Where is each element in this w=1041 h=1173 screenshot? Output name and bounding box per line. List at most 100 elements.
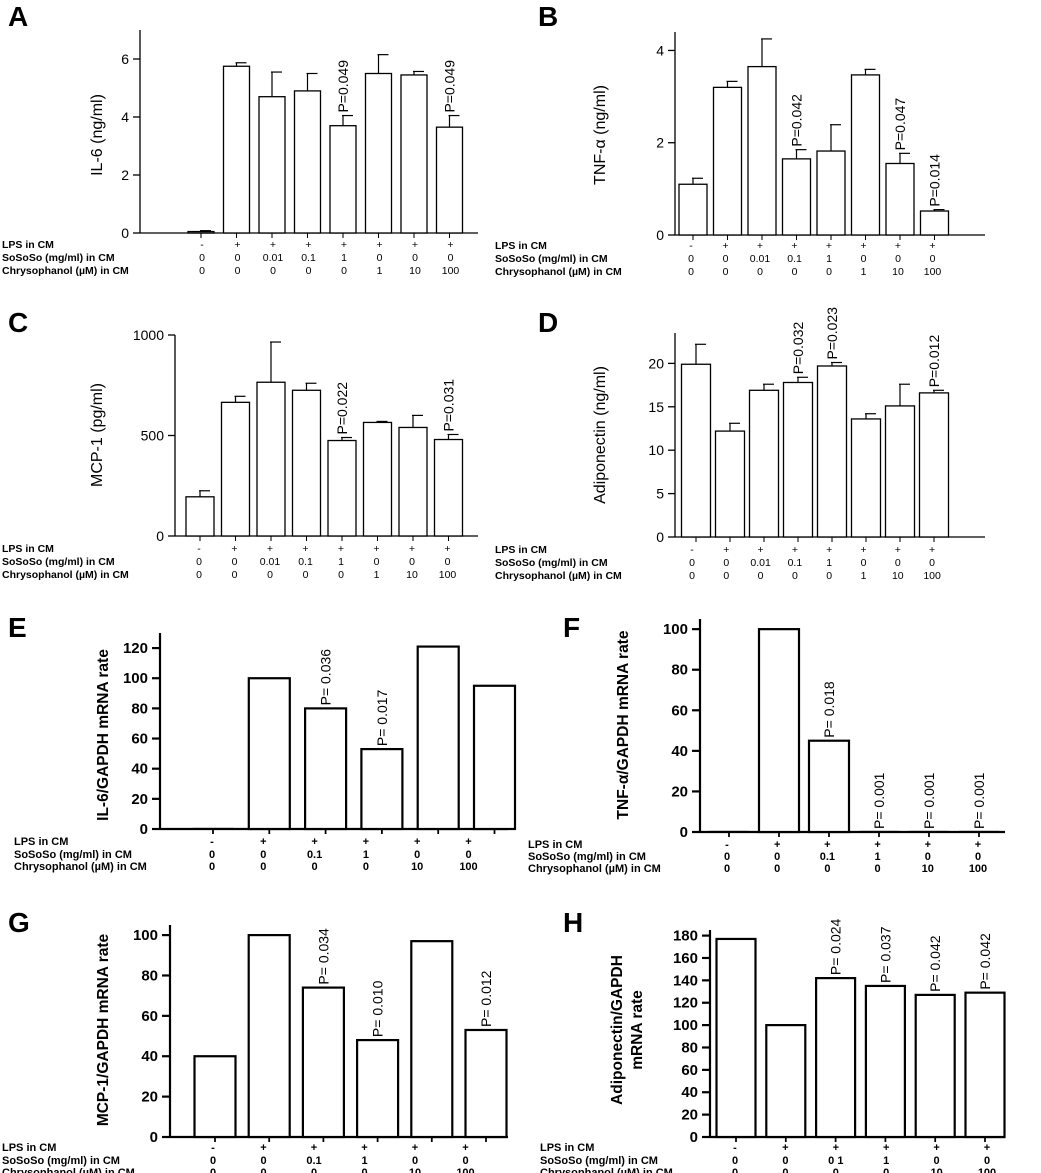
condition-cell: 0 — [361, 1167, 367, 1173]
p-value-label: P= 0.042 — [927, 935, 943, 992]
condition-cell: 0 — [883, 1167, 889, 1173]
condition-cell: 0 — [409, 556, 415, 568]
condition-cell: + — [874, 839, 880, 851]
p-value-label: P= 0.034 — [315, 928, 331, 985]
condition-cell: + — [231, 543, 237, 555]
condition-cell: 0 — [732, 1167, 738, 1173]
condition-cell: 0 — [196, 556, 202, 568]
condition-cell: 0.1 — [307, 849, 322, 861]
condition-row-label: LPS in CM — [540, 1142, 594, 1154]
bar — [850, 74, 881, 236]
bar — [220, 401, 251, 537]
condition-cell: 100 — [442, 265, 460, 277]
condition-cell: + — [373, 543, 379, 555]
condition-cell: 0 — [341, 265, 347, 277]
condition-cell: 0 — [732, 1155, 738, 1167]
condition-cell: 1 — [374, 569, 380, 581]
p-value-label: P=0.023 — [824, 307, 840, 360]
condition-cell: 100 — [923, 570, 941, 582]
condition-cell: 0 — [723, 557, 729, 569]
y-tick-label: 80 — [141, 967, 158, 984]
condition-cell: + — [929, 544, 935, 556]
condition-row-label: Chrysophanol (µM) in CM — [495, 570, 622, 582]
condition-cell: 0 — [374, 556, 380, 568]
y-axis-label: MCP-1 (pg/ml) — [89, 383, 106, 487]
condition-cell: 0 — [209, 849, 215, 861]
y-tick-label: 60 — [671, 702, 688, 719]
condition-cell: - — [211, 1142, 215, 1154]
condition-cell: 0 — [448, 252, 454, 264]
p-value-label: P= 0.010 — [370, 980, 386, 1037]
bar — [765, 1024, 807, 1139]
condition-cell: 0 — [774, 863, 780, 875]
condition-row-label: Chrysophanol (µM) in CM — [2, 1167, 135, 1173]
condition-cell: 0 — [792, 570, 798, 582]
y-tick-label: 0 — [140, 821, 148, 838]
condition-cell: 0.1 — [306, 1155, 321, 1167]
condition-cell: 10 — [409, 1167, 421, 1173]
condition-cell: 0 — [260, 1167, 266, 1173]
condition-cell: 1 — [338, 556, 344, 568]
condition-cell: 10 — [922, 863, 934, 875]
condition-cell: 0 — [232, 569, 238, 581]
bar — [360, 747, 404, 831]
y-axis-label: TNF-α (ng/ml) — [592, 85, 609, 185]
condition-cell: 0 — [861, 253, 867, 265]
y-tick-label: 100 — [123, 670, 148, 687]
condition-row-label: Chrysophanol (µM) in CM — [2, 569, 129, 581]
condition-row-label: Chrysophanol (µM) in CM — [14, 861, 147, 873]
condition-cell: 10 — [892, 266, 904, 278]
y-tick-label: 20 — [648, 355, 664, 371]
condition-cell: 100 — [978, 1167, 996, 1173]
condition-cell: + — [302, 543, 308, 555]
condition-cell: 0.1 — [820, 851, 835, 863]
condition-cell: 0 — [465, 849, 471, 861]
p-value-label: P= 0.024 — [828, 918, 844, 975]
condition-cell: 0 — [209, 861, 215, 873]
condition-row-label: SoSoSo (mg/ml) in CM — [540, 1155, 658, 1167]
condition-cell: - — [197, 543, 201, 555]
condition-cell: 0 — [306, 265, 312, 277]
y-axis-label: IL-6/GAPDH mRNA rate — [95, 649, 112, 821]
condition-cell: 1 — [377, 265, 383, 277]
condition-cell: 0 — [210, 1167, 216, 1173]
p-value-label: P= 0.017 — [374, 689, 390, 746]
p-value-label: P= 0.018 — [821, 681, 837, 738]
y-tick-label: 0 — [656, 529, 664, 545]
bar — [193, 1055, 237, 1139]
condition-cell: 0 — [824, 863, 830, 875]
condition-row-label: LPS in CM — [495, 544, 547, 556]
p-value-label: P=0.042 — [789, 94, 805, 147]
condition-cell: 0 — [412, 1155, 418, 1167]
y-axis-label: MCP-1/GAPDH mRNA rate — [95, 933, 112, 1126]
condition-cell: + — [792, 544, 798, 556]
y-axis-label: TNF-α/GAPDH mRNA rate — [615, 630, 632, 819]
condition-cell: 0 — [414, 849, 420, 861]
y-tick-label: 4 — [121, 109, 129, 125]
bar — [247, 933, 291, 1139]
y-tick-label: 20 — [141, 1089, 158, 1106]
y-tick-label: 140 — [673, 972, 698, 989]
condition-cell: 0 — [792, 266, 798, 278]
p-value-label: P= 0.036 — [318, 649, 334, 706]
bar — [247, 677, 291, 831]
bar — [816, 365, 848, 538]
y-axis-label: Adiponectin (ng/ml) — [592, 366, 609, 504]
condition-cell: 0 — [861, 557, 867, 569]
condition-cell: 0 — [412, 252, 418, 264]
panel-letter: E — [8, 612, 27, 643]
bar — [884, 405, 916, 538]
bar — [680, 363, 712, 538]
condition-cell: 0 — [930, 253, 936, 265]
condition-cell: + — [757, 240, 763, 252]
p-value-label: P= 0.001 — [971, 772, 987, 829]
panel-letter: D — [538, 307, 558, 338]
p-value-label: P= 0.037 — [877, 926, 893, 983]
condition-cell: 0 — [984, 1155, 990, 1167]
condition-row-label: LPS in CM — [14, 836, 68, 848]
condition-cell: 0.01 — [260, 556, 281, 568]
panel-a: A 0 2 4 6 IL-6 (ng/ml) P=0.049 P=0.049 LPS in CM… — [2, 1, 478, 277]
condition-cell: + — [860, 544, 866, 556]
condition-cell: 0.01 — [750, 557, 771, 569]
bar — [398, 426, 428, 537]
